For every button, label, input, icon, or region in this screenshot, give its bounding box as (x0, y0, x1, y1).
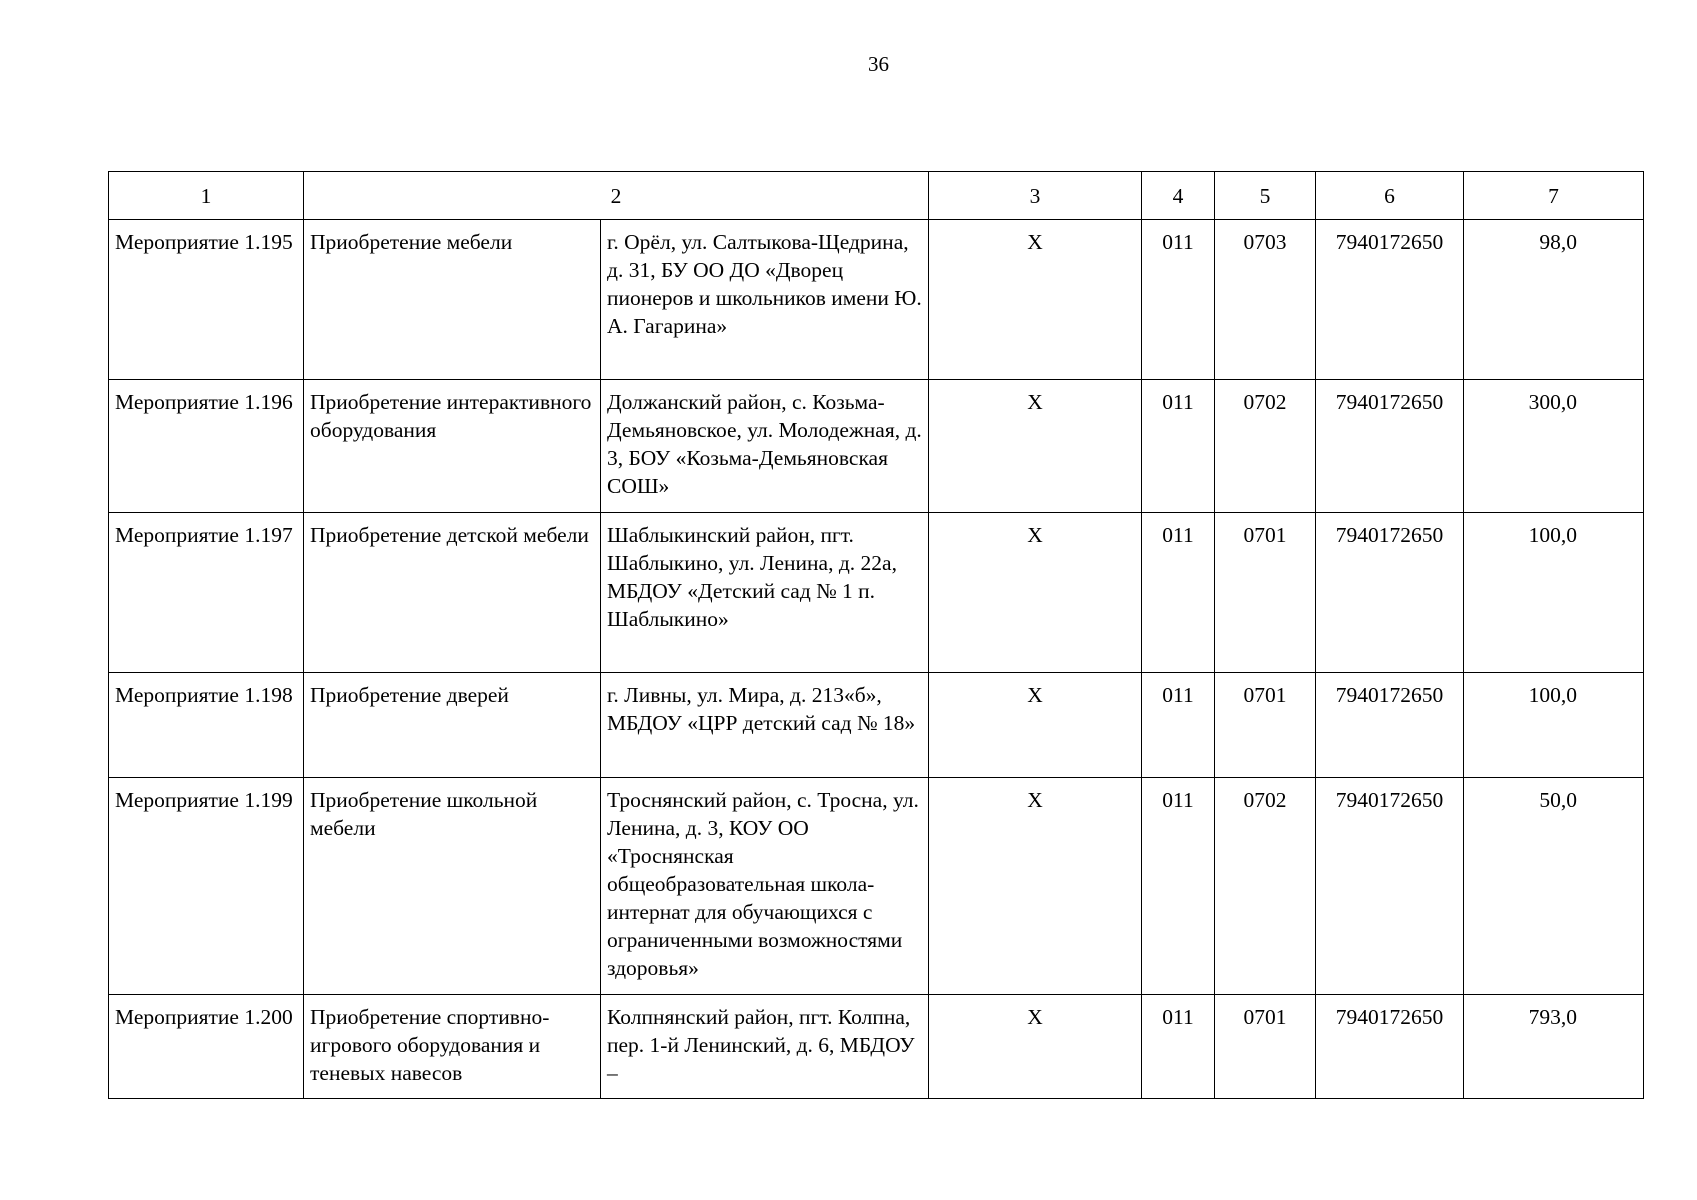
col5-cell: 0701 (1214, 994, 1316, 1099)
header-cell: 3 (928, 171, 1142, 220)
header-cell: 7 (1463, 171, 1644, 220)
measure-id-cell: Мероприятие 1.196 (108, 379, 304, 513)
col5-cell: 0701 (1214, 512, 1316, 673)
amount-cell: 300,0 (1463, 379, 1644, 513)
address-cell: Колпнянский район, пгт. Колпна, пер. 1-й… (600, 994, 929, 1099)
measure-id-cell: Мероприятие 1.195 (108, 219, 304, 380)
address-cell: Троснянский район, с. Тросна, ул. Ленина… (600, 777, 929, 995)
amount-cell: 98,0 (1463, 219, 1644, 380)
col6-cell: 7940172650 (1315, 777, 1464, 995)
col5-cell: 0702 (1214, 777, 1316, 995)
measure-id-cell: Мероприятие 1.200 (108, 994, 304, 1099)
address-cell: Шаблыкинский район, пгт. Шаблыкино, ул. … (600, 512, 929, 673)
header-cell: 2 (303, 171, 929, 220)
measure-name-cell: Приобретение интерактивного оборудования (303, 379, 601, 513)
measure-name-cell: Приобретение детской мебели (303, 512, 601, 673)
amount-cell: 50,0 (1463, 777, 1644, 995)
col5-cell: 0702 (1214, 379, 1316, 513)
address-cell: Должанский район, с. Козьма-Демьяновское… (600, 379, 929, 513)
col3-cell: X (928, 379, 1142, 513)
table-row: Мероприятие 1.199 Приобретение школьной м… (108, 777, 1644, 995)
amount-cell: 100,0 (1463, 672, 1644, 778)
col6-cell: 7940172650 (1315, 219, 1464, 380)
col5-cell: 0701 (1214, 672, 1316, 778)
measure-name-cell: Приобретение школьной мебели (303, 777, 601, 995)
col4-cell: 011 (1141, 512, 1215, 673)
address-cell: г. Орёл, ул. Салтыкова-Щедрина, д. 31, Б… (600, 219, 929, 380)
col3-cell: X (928, 512, 1142, 673)
table-row: Мероприятие 1.198 Приобретение дверей г. Л… (108, 672, 1644, 778)
col6-cell: 7940172650 (1315, 512, 1464, 673)
amount-cell: 100,0 (1463, 512, 1644, 673)
col6-cell: 7940172650 (1315, 994, 1464, 1099)
col6-cell: 7940172650 (1315, 379, 1464, 513)
col4-cell: 011 (1141, 379, 1215, 513)
col4-cell: 011 (1141, 219, 1215, 380)
col3-cell: X (928, 777, 1142, 995)
header-cell: 5 (1214, 171, 1316, 220)
table-row: Мероприятие 1.196 Приобретение интерактив… (108, 379, 1644, 513)
col6-cell: 7940172650 (1315, 672, 1464, 778)
col4-cell: 011 (1141, 994, 1215, 1099)
address-cell: г. Ливны, ул. Мира, д. 213«б», МБДОУ «ЦР… (600, 672, 929, 778)
measure-name-cell: Приобретение спортивно-игрового оборудов… (303, 994, 601, 1099)
col3-cell: X (928, 219, 1142, 380)
table-row: Мероприятие 1.197 Приобретение детской ме… (108, 512, 1644, 673)
measure-name-cell: Приобретение мебели (303, 219, 601, 380)
header-cell: 4 (1141, 171, 1215, 220)
header-row: 1 2 3 4 5 6 7 (108, 171, 1644, 220)
measure-id-cell: Мероприятие 1.199 (108, 777, 304, 995)
col5-cell: 0703 (1214, 219, 1316, 380)
measures-table: 1 2 3 4 5 6 7 Мероприятие 1.195 Приобрете… (108, 171, 1644, 1099)
measure-name-cell: Приобретение дверей (303, 672, 601, 778)
header-cell: 6 (1315, 171, 1464, 220)
header-cell: 1 (108, 171, 304, 220)
col4-cell: 011 (1141, 672, 1215, 778)
amount-cell: 793,0 (1463, 994, 1644, 1099)
col3-cell: X (928, 994, 1142, 1099)
measure-id-cell: Мероприятие 1.198 (108, 672, 304, 778)
page-number: 36 (868, 52, 889, 76)
table-row: Мероприятие 1.200 Приобретение спортивно-… (108, 994, 1644, 1099)
col3-cell: X (928, 672, 1142, 778)
table-row: Мероприятие 1.195 Приобретение мебели г. О… (108, 219, 1644, 380)
measure-id-cell: Мероприятие 1.197 (108, 512, 304, 673)
col4-cell: 011 (1141, 777, 1215, 995)
